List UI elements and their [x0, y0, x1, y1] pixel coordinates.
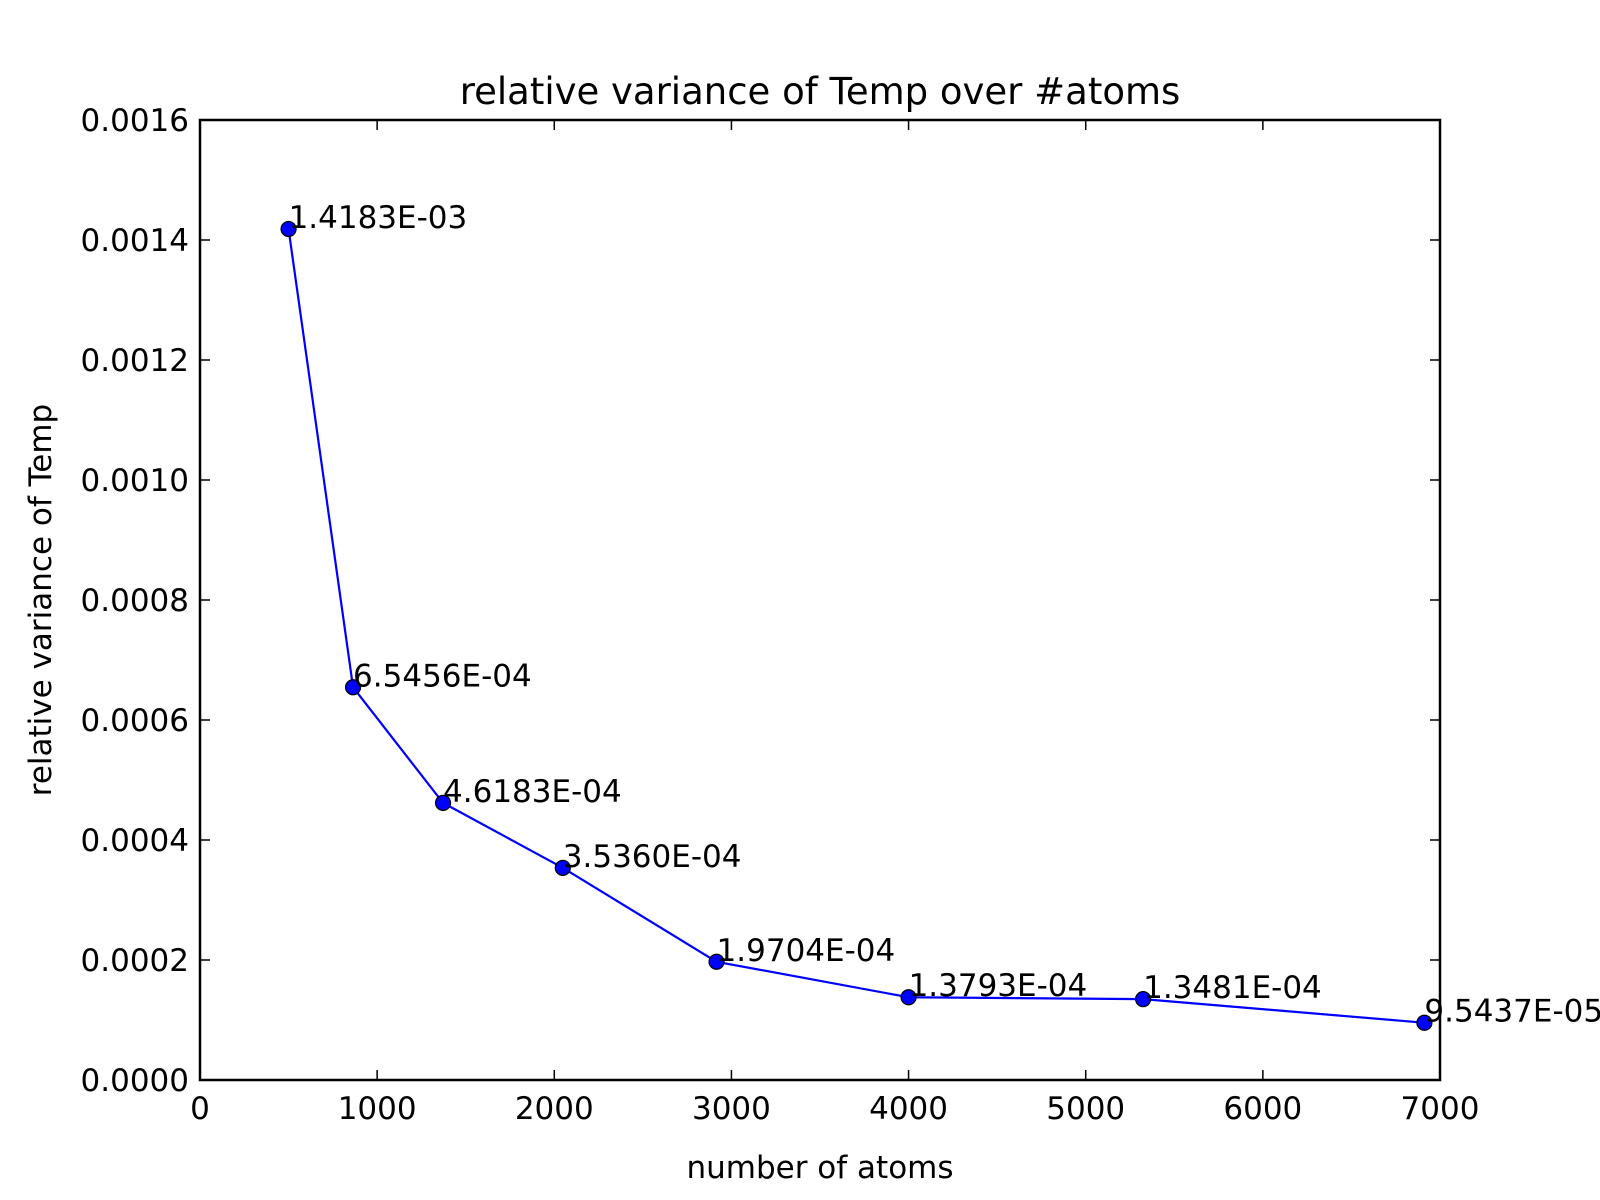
data-point — [434, 794, 452, 812]
data-point — [1135, 991, 1152, 1008]
x-axis-label: number of atoms — [686, 1150, 953, 1186]
x-tick-label: 1000 — [338, 1091, 417, 1127]
x-tick-label: 5000 — [1046, 1091, 1125, 1127]
chart-title: relative variance of Temp over #atoms — [460, 70, 1181, 113]
data-point-label: 9.5437E-05 — [1424, 994, 1600, 1030]
plot-area: 0 1000 2000 3000 4000 5000 6000 7000 0.0000 0.000… — [81, 103, 1600, 1127]
y-tick-label: 0.0008 — [81, 583, 189, 619]
x-tick-label: 2000 — [515, 1091, 594, 1127]
y-tick-label: 0.0002 — [81, 943, 189, 979]
y-tick-label: 0.0004 — [81, 823, 189, 859]
data-point-label: 1.3793E-04 — [909, 968, 1088, 1004]
data-point — [1416, 1014, 1433, 1031]
y-tick-label: 0.0014 — [81, 223, 189, 259]
data-point — [280, 220, 297, 238]
data-point-label: 6.5456E-04 — [353, 658, 532, 694]
x-tick-label: 4000 — [869, 1091, 948, 1127]
x-tick-label: 3000 — [692, 1091, 771, 1127]
y-axis-label: relative variance of Temp — [23, 404, 59, 796]
data-point-label: 3.5360E-04 — [563, 839, 742, 875]
y-tick-label: 0.0000 — [81, 1063, 189, 1099]
data-point-label: 1.3481E-04 — [1143, 970, 1322, 1006]
data-point-label: 1.4183E-03 — [289, 200, 468, 236]
data-point — [708, 953, 725, 970]
y-tick-label: 0.0016 — [81, 103, 189, 139]
data-point — [344, 679, 362, 696]
y-tick-label: 0.0010 — [81, 463, 189, 499]
x-tick-label: 7000 — [1401, 1091, 1480, 1127]
x-tick-label: 0 — [190, 1091, 210, 1127]
data-point — [900, 989, 917, 1006]
y-tick-label: 0.0006 — [81, 703, 189, 739]
x-tick-label: 6000 — [1223, 1091, 1302, 1127]
series-line — [287, 228, 1425, 1024]
y-tick-label: 0.0012 — [81, 343, 189, 379]
data-point-label: 1.9704E-04 — [717, 933, 896, 969]
data-point — [554, 859, 571, 876]
data-point-label: 4.6183E-04 — [443, 774, 622, 810]
